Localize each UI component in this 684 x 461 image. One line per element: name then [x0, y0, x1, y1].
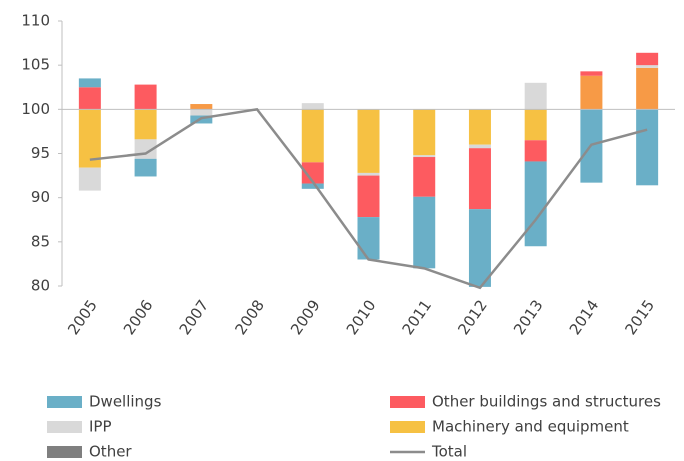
bar-segment: [636, 52, 659, 66]
bar-segment: [580, 71, 603, 76]
bar-segment: [190, 104, 213, 110]
bar-segment: [190, 109, 213, 116]
bar-segment: [468, 109, 491, 145]
bar-segment: [78, 167, 101, 191]
x-tick-label: 2015: [621, 297, 658, 339]
bar-segment: [357, 109, 380, 173]
bar-segment: [468, 209, 491, 287]
bar-segment: [413, 155, 436, 158]
bar-segment: [413, 157, 436, 197]
legend-label: Other buildings and structures: [432, 393, 661, 411]
legend-label: Machinery and equipment: [432, 418, 629, 436]
bar-segment: [413, 196, 436, 269]
legend-swatch: [47, 421, 82, 433]
bar-segment: [468, 144, 491, 149]
x-tick-label: 2013: [510, 297, 547, 339]
bar-segment: [524, 140, 547, 162]
x-tick-label: 2014: [566, 297, 603, 339]
bar-segment: [524, 161, 547, 247]
legend-swatch: [47, 446, 82, 458]
y-tick-label: 95: [31, 144, 50, 162]
bar-segment: [468, 148, 491, 210]
x-tick-label: 2011: [399, 297, 436, 339]
legend-label: Total: [431, 443, 467, 461]
bar-segment: [301, 103, 324, 110]
bar-segment: [134, 109, 157, 140]
bar-segment: [301, 183, 324, 189]
bar-segment: [580, 75, 603, 110]
bar-segment: [357, 175, 380, 218]
bar-segment: [134, 158, 157, 177]
bar-segment: [301, 162, 324, 184]
y-tick-label: 90: [31, 188, 50, 206]
x-tick-label: 2005: [64, 297, 101, 339]
bar-segment: [636, 109, 659, 186]
bar-segment: [357, 172, 380, 176]
bar-segment: [524, 82, 547, 110]
bar-segment: [524, 109, 547, 141]
x-tick-label: 2010: [343, 297, 380, 339]
y-tick-label: 100: [21, 100, 50, 118]
legend-label: Dwellings: [89, 393, 162, 411]
legend-swatch: [47, 396, 82, 408]
legend-swatch: [390, 421, 425, 433]
bar-segment: [357, 217, 380, 260]
x-tick-label: 2009: [287, 297, 324, 339]
x-tick-label: 2007: [176, 297, 213, 339]
legend-swatch: [390, 396, 425, 408]
bar-segment: [413, 109, 436, 156]
total-line: [89, 107, 648, 290]
bar-segment: [636, 67, 659, 110]
bar-segment: [78, 87, 101, 110]
bar-segment: [78, 109, 101, 168]
x-tick-label: 2008: [231, 297, 268, 339]
x-tick-label: 2012: [454, 297, 491, 339]
legend-label: Other: [89, 443, 132, 461]
bar-segment: [301, 109, 324, 163]
bar-segment: [134, 84, 157, 110]
y-tick-label: 85: [31, 232, 50, 250]
y-tick-label: 110: [21, 12, 50, 30]
bar-segment: [636, 65, 659, 68]
y-tick-label: 105: [21, 56, 50, 74]
legend-label: IPP: [89, 418, 112, 436]
bar-segment: [78, 78, 101, 88]
x-tick-label: 2006: [120, 297, 157, 339]
y-tick-label: 80: [31, 277, 50, 295]
